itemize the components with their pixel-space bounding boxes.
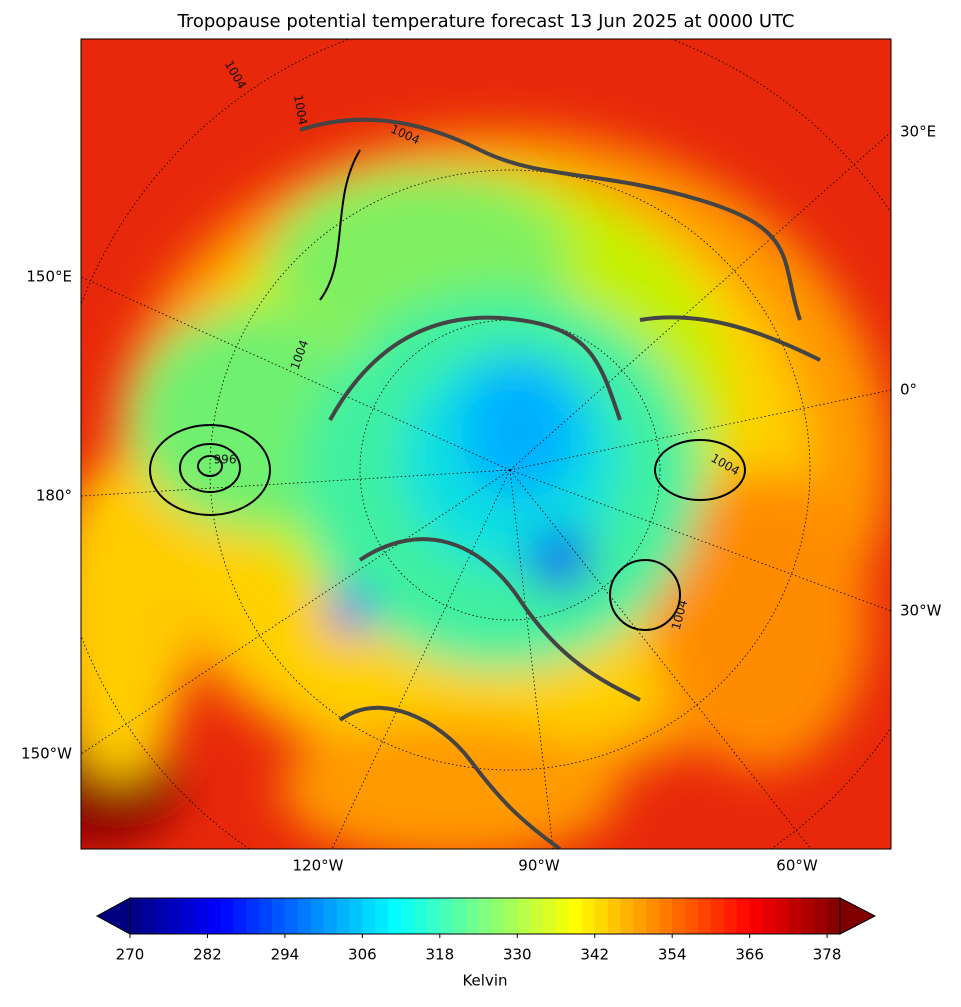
colorbar-swatch bbox=[517, 898, 531, 934]
colorbar-swatch bbox=[620, 898, 634, 934]
colorbar-swatch bbox=[130, 898, 144, 934]
colorbar-swatch bbox=[194, 898, 208, 934]
colorbar-swatch bbox=[607, 898, 622, 934]
coastlines bbox=[299, 117, 821, 849]
colorbar-swatch bbox=[401, 898, 415, 934]
colorbar-swatch bbox=[556, 898, 570, 934]
colorbar-swatch bbox=[388, 898, 402, 934]
lon-label: 0° bbox=[900, 381, 917, 399]
colorbar-swatch bbox=[439, 898, 454, 934]
colorbar-swatch bbox=[530, 898, 544, 934]
colorbar-tick-label: 378 bbox=[813, 946, 842, 964]
colorbar-swatch bbox=[452, 898, 467, 934]
colorbar-swatch bbox=[426, 898, 441, 934]
colorbar-tick-label: 354 bbox=[658, 946, 687, 964]
colorbar-swatch bbox=[672, 898, 686, 934]
colorbar-swatch bbox=[762, 898, 776, 934]
lon-label: 30°E bbox=[900, 123, 936, 141]
lon-label: 30°W bbox=[900, 602, 942, 620]
colorbar-tick-label: 294 bbox=[271, 946, 300, 964]
colorbar-swatch bbox=[568, 898, 583, 934]
colorbar-swatch bbox=[749, 898, 764, 934]
colorbar-swatch bbox=[633, 898, 647, 934]
colorbar-tick-label: 318 bbox=[425, 946, 454, 964]
colorbar-tick-label: 270 bbox=[116, 946, 145, 964]
contour-label: 1004 bbox=[291, 94, 310, 127]
colorbar-swatch bbox=[543, 898, 557, 934]
colorbar-tick-label: 342 bbox=[580, 946, 609, 964]
colorbar-swatch bbox=[310, 898, 325, 934]
colorbar-swatch bbox=[723, 898, 738, 934]
colorbar-swatch bbox=[465, 898, 480, 934]
colorbar-swatch bbox=[775, 898, 789, 934]
colorbar-tick-label: 330 bbox=[503, 946, 532, 964]
colorbar-swatch bbox=[284, 898, 299, 934]
lon-label: 180° bbox=[36, 487, 72, 505]
colorbar-swatch bbox=[259, 898, 273, 934]
colorbar-extend-low bbox=[95, 897, 131, 935]
colorbar-swatch bbox=[685, 898, 699, 934]
colorbar-swatch bbox=[233, 898, 247, 934]
colorbar-frame bbox=[129, 897, 841, 935]
colorbar-swatch bbox=[297, 898, 312, 934]
lon-label: 150°E bbox=[26, 268, 72, 286]
colorbar-swatch bbox=[246, 898, 260, 934]
lon-label: 60°W bbox=[776, 857, 818, 875]
colorbar-swatch bbox=[788, 898, 802, 934]
colorbar-swatch bbox=[478, 898, 492, 934]
colorbar-swatch bbox=[491, 898, 505, 934]
colorbar-swatch bbox=[375, 898, 389, 934]
colorbar-swatch bbox=[581, 898, 596, 934]
colorbar-swatch bbox=[504, 898, 518, 934]
colorbar-swatch bbox=[827, 898, 841, 934]
colorbar-tick-label: 282 bbox=[193, 946, 222, 964]
colorbar-extend-high bbox=[839, 897, 877, 935]
pressure-contours bbox=[149, 149, 746, 631]
colorbar-swatch bbox=[646, 898, 660, 934]
lon-label: 90°W bbox=[518, 857, 560, 875]
colorbar-swatch bbox=[414, 898, 428, 934]
colorbar-swatch bbox=[168, 898, 183, 934]
colorbar-swatch bbox=[814, 898, 828, 934]
title: Tropopause potential temperature forecas… bbox=[176, 11, 794, 32]
colorbar-swatch bbox=[698, 898, 712, 934]
colorbar-swatch bbox=[207, 898, 221, 934]
lon-label: 150°W bbox=[21, 745, 72, 763]
colorbar-swatch bbox=[323, 898, 338, 934]
colorbar-swatch bbox=[349, 898, 363, 934]
colorbar-swatch bbox=[736, 898, 751, 934]
colorbar-swatch bbox=[336, 898, 350, 934]
colorbar-swatch bbox=[272, 898, 286, 934]
colorbar-tick-label: 306 bbox=[348, 946, 377, 964]
lon-label: 120°W bbox=[293, 857, 344, 875]
colorbar-swatch bbox=[659, 898, 673, 934]
colorbar-swatch bbox=[362, 898, 376, 934]
colorbar-swatch bbox=[801, 898, 815, 934]
colorbar-label: Kelvin bbox=[462, 972, 507, 990]
contour-label: 996 bbox=[214, 453, 237, 467]
graticule bbox=[81, 39, 891, 849]
colorbar-tick-label: 366 bbox=[735, 946, 764, 964]
colorbar-swatch bbox=[142, 898, 157, 934]
colorbar-swatch bbox=[220, 898, 234, 934]
colorbar-swatch bbox=[594, 898, 609, 934]
colorbar-swatch bbox=[181, 898, 196, 934]
colorbar-swatch bbox=[155, 898, 170, 934]
colorbar-swatch bbox=[710, 898, 725, 934]
